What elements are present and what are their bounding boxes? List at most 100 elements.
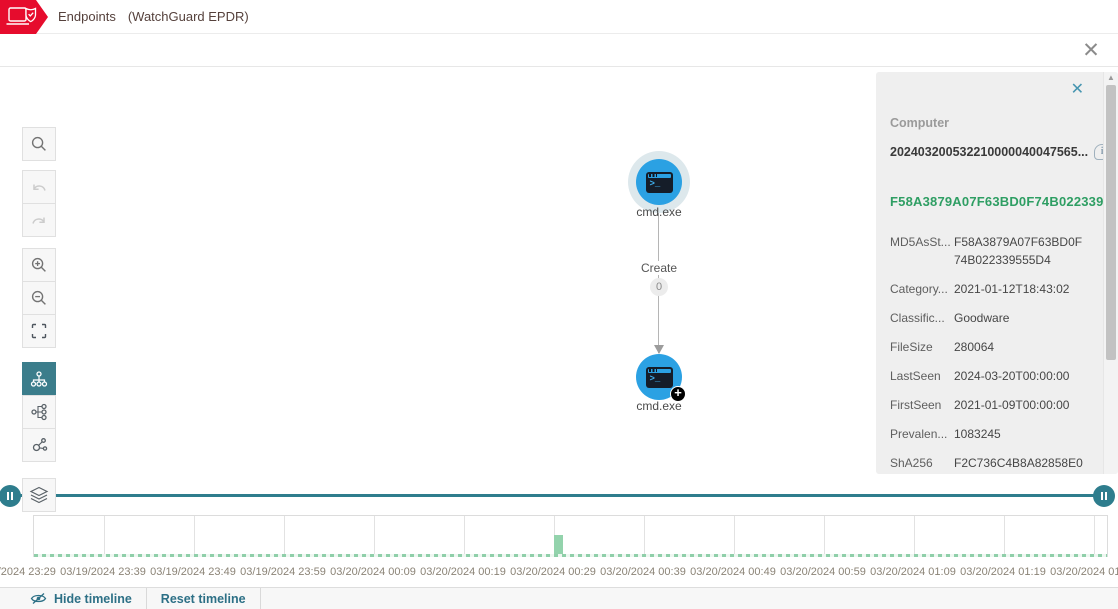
- cmd-terminal-icon: >_: [645, 171, 673, 193]
- reset-timeline-label: Reset timeline: [160, 591, 246, 606]
- scrollbar-up-icon[interactable]: ▲: [1107, 73, 1115, 82]
- field-row: LastSeen 2024-03-20T00:00:00: [890, 367, 1088, 385]
- timeline-range-track[interactable]: [10, 494, 1105, 497]
- field-row: ShA256 F2C736C4B8A82858E06DFFCB08B2D22D2…: [890, 454, 1088, 474]
- page-title: Endpoints (WatchGuard EPDR): [58, 9, 249, 24]
- tick-label: 03/20/2024 00:29: [510, 566, 596, 578]
- tick-label: 03/20/2024 01:29: [1050, 566, 1118, 578]
- layout-tree-button[interactable]: [22, 395, 56, 429]
- timeline-tick-labels: 03/19/2024 23:29 03/19/2024 23:39 03/19/…: [0, 566, 1118, 581]
- field-label: ShA256: [890, 456, 933, 470]
- redo-icon: [32, 217, 45, 224]
- tick-label: 03/19/2024 23:49: [150, 566, 236, 578]
- header-bar: Endpoints (WatchGuard EPDR): [0, 0, 1118, 34]
- field-label: Category...: [890, 282, 948, 296]
- tick-label: 03/20/2024 01:09: [870, 566, 956, 578]
- edge-arrowhead-icon: [654, 345, 664, 354]
- child-node-label: cmd.exe: [636, 399, 682, 413]
- child-process-node[interactable]: >_ +: [636, 354, 686, 402]
- field-value: 2024-03-20T00:00:00: [954, 369, 1070, 383]
- undo-icon: [33, 184, 46, 191]
- field-row: FirstSeen 2021-01-09T00:00:00: [890, 396, 1088, 414]
- radial-layout-icon: [32, 438, 48, 452]
- zoom-out-icon: [31, 290, 46, 305]
- scrollbar-thumb[interactable]: [1106, 85, 1116, 360]
- field-value: 2021-01-09T00:00:00: [954, 398, 1070, 412]
- field-label: FirstSeen: [890, 398, 942, 412]
- reset-timeline-button[interactable]: Reset timeline: [147, 588, 260, 609]
- field-row: Prevalen... 1083245: [890, 425, 1088, 443]
- zoom-in-icon: [31, 257, 46, 272]
- field-label: LastSeen: [890, 369, 941, 383]
- eye-slash-icon: [30, 593, 47, 604]
- event-bar: [554, 535, 563, 555]
- field-label: FileSize: [890, 340, 933, 354]
- field-value: 1083245: [954, 427, 1001, 441]
- field-row: Category... 2021-01-12T18:43:02: [890, 280, 1088, 298]
- fit-screen-icon: [31, 323, 47, 339]
- timeline-range-handle-right[interactable]: [1093, 485, 1115, 507]
- parent-process-node[interactable]: >_: [636, 159, 682, 205]
- field-row: MD5AsSt... F58A3879A07F63BD0F74B02233955…: [890, 233, 1088, 269]
- layout-hierarchy-button[interactable]: [22, 362, 56, 396]
- hierarchy-layout-icon: [30, 371, 48, 387]
- field-label: Prevalen...: [890, 427, 948, 441]
- tree-layout-icon: [31, 403, 47, 421]
- footer-divider: [259, 588, 261, 609]
- tick-label: 03/20/2024 01:19: [960, 566, 1046, 578]
- footer-divider: [145, 588, 147, 609]
- field-row: Classific... Goodware: [890, 309, 1088, 327]
- undo-button[interactable]: [22, 170, 56, 204]
- close-icon[interactable]: ✕: [1082, 39, 1100, 62]
- hide-timeline-label: Hide timeline: [54, 591, 132, 606]
- search-icon: [31, 136, 46, 151]
- panel-section-title: Computer: [890, 116, 950, 130]
- laptop-shield-icon: [6, 7, 37, 25]
- field-label: Classific...: [890, 311, 945, 325]
- layers-icon: [29, 486, 49, 504]
- tick-label: 03/20/2024 00:09: [330, 566, 416, 578]
- tick-label: 03/19/2024 23:29: [0, 566, 56, 578]
- field-value: 280064: [954, 340, 995, 354]
- redo-button[interactable]: [22, 203, 56, 237]
- field-row: FileSize 280064: [890, 338, 1088, 356]
- tick-label: 03/20/2024 00:59: [780, 566, 866, 578]
- edge-count-badge: 0: [650, 278, 668, 296]
- timeline-range-handle-left[interactable]: [0, 485, 21, 507]
- layers-button[interactable]: [22, 478, 56, 512]
- parent-node-label: cmd.exe: [636, 205, 682, 219]
- panel-close-icon[interactable]: ✕: [1070, 81, 1084, 98]
- timeline-chart: [33, 515, 1108, 557]
- expand-plus-icon[interactable]: +: [670, 386, 686, 402]
- page-title-sub: (WatchGuard EPDR): [127, 9, 249, 24]
- details-panel-content: Computer 202403200532210000040047565... …: [890, 116, 1118, 474]
- cmd-terminal-icon: >_: [645, 366, 673, 388]
- field-value: 2021-01-12T18:43:02: [954, 282, 1070, 296]
- search-button[interactable]: [22, 127, 56, 161]
- tick-label: 03/20/2024 00:49: [690, 566, 776, 578]
- timeline-footer: Hide timeline Reset timeline: [0, 587, 1118, 609]
- layout-radial-button[interactable]: [22, 428, 56, 462]
- field-value: F2C736C4B8A82858E06DFFCB08B2D22D2D9D36A7…: [954, 456, 1083, 470]
- detail-view-bar: ✕: [0, 35, 1118, 67]
- zoom-group: [22, 248, 56, 348]
- edge-action-label: Create: [637, 261, 681, 275]
- panel-scrollbar[interactable]: ▲: [1103, 72, 1118, 474]
- md5-hash-highlight: F58A3879A07F63BD0F74B022339555D4: [890, 194, 1118, 209]
- timeline-axis: [34, 554, 1107, 557]
- layout-group: [22, 362, 56, 462]
- zoom-out-button[interactable]: [22, 281, 56, 315]
- tick-label: 03/20/2024 00:19: [420, 566, 506, 578]
- fit-screen-button[interactable]: [22, 314, 56, 348]
- tick-label: 03/20/2024 00:39: [600, 566, 686, 578]
- field-label: MD5AsSt...: [890, 235, 951, 249]
- tick-label: 03/19/2024 23:59: [240, 566, 326, 578]
- computer-id-row: 202403200532210000040047565... i: [890, 144, 1111, 160]
- hide-timeline-button[interactable]: Hide timeline: [0, 588, 146, 609]
- computer-id: 202403200532210000040047565...: [890, 145, 1089, 159]
- page-title-main: Endpoints: [58, 9, 116, 24]
- tick-label: 03/19/2024 23:39: [60, 566, 146, 578]
- zoom-in-button[interactable]: [22, 248, 56, 282]
- field-value: F58A3879A07F63BD0F74B022339555D4: [954, 235, 1083, 267]
